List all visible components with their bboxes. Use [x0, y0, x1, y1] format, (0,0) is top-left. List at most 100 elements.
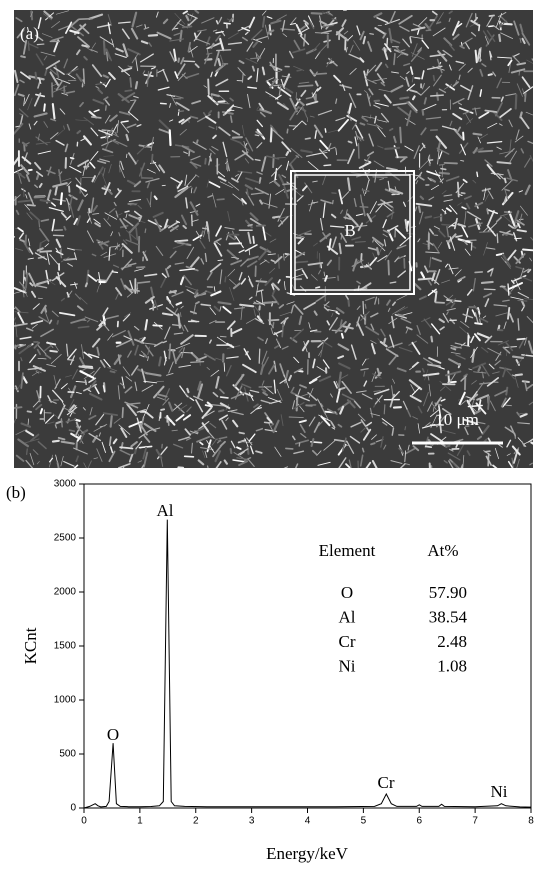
flake — [92, 117, 101, 118]
y-tick-label: 1000 — [54, 695, 77, 706]
flake — [122, 121, 129, 122]
flake — [41, 409, 42, 413]
flake — [419, 206, 420, 212]
flake — [187, 389, 188, 392]
x-tick-label: 6 — [416, 816, 422, 827]
y-tick-label: 2000 — [54, 587, 77, 598]
flake — [342, 334, 343, 338]
flake — [431, 337, 432, 342]
flake — [71, 158, 74, 159]
x-tick-label: 1 — [137, 816, 143, 827]
flake — [287, 129, 288, 133]
flake — [415, 78, 420, 79]
flake — [201, 304, 210, 305]
flake — [440, 173, 449, 174]
flake — [361, 266, 368, 267]
flake — [87, 271, 88, 282]
flake — [437, 93, 438, 100]
flake — [363, 301, 364, 313]
flake — [426, 446, 432, 447]
flake — [271, 260, 274, 261]
flake — [324, 165, 331, 166]
flake — [489, 74, 492, 75]
flake — [170, 130, 171, 145]
flake — [50, 351, 57, 352]
flake — [205, 159, 206, 164]
flake — [253, 237, 254, 243]
region-label: B — [344, 221, 355, 240]
flake — [219, 101, 225, 102]
flake — [525, 93, 526, 101]
flake — [78, 327, 88, 328]
flake — [231, 116, 232, 122]
flake — [178, 110, 179, 116]
peak-label: Cr — [378, 773, 395, 792]
flake — [253, 67, 254, 71]
flake — [516, 95, 517, 109]
table-value: 1.08 — [437, 656, 467, 675]
table-header: At% — [427, 541, 458, 560]
flake — [384, 405, 385, 414]
panel-label: (a) — [20, 24, 39, 43]
flake — [106, 106, 107, 110]
y-tick-label: 2500 — [54, 533, 77, 544]
flake — [482, 372, 483, 375]
flake — [208, 232, 209, 238]
peak-label: Al — [157, 501, 174, 520]
flake — [435, 291, 436, 301]
flake — [305, 138, 310, 139]
flake — [111, 371, 115, 372]
flake — [341, 236, 342, 239]
flake — [264, 302, 276, 303]
x-tick-label: 7 — [472, 816, 478, 827]
flake — [185, 456, 194, 457]
x-tick-label: 8 — [528, 816, 534, 827]
flake — [125, 90, 131, 91]
flake — [123, 467, 128, 473]
flake — [518, 319, 519, 330]
flake — [314, 73, 327, 74]
flake — [377, 248, 378, 254]
flake — [61, 419, 62, 427]
flake — [283, 183, 294, 184]
flake — [44, 104, 45, 111]
flake — [384, 339, 385, 344]
flake — [439, 164, 444, 165]
flake — [21, 56, 25, 57]
flake — [248, 225, 252, 226]
flake — [111, 416, 112, 426]
flake — [152, 155, 153, 163]
table-header: Element — [319, 541, 376, 560]
flake — [61, 193, 62, 204]
flake — [479, 151, 492, 152]
flake — [531, 443, 534, 445]
flake — [207, 53, 212, 54]
flake — [385, 148, 399, 149]
flake — [110, 437, 111, 445]
flake — [172, 430, 177, 431]
flake — [271, 127, 272, 142]
flake — [178, 58, 179, 61]
table-value: 57.90 — [429, 583, 467, 602]
flake — [520, 113, 521, 118]
y-tick-label: 500 — [59, 749, 76, 760]
flake — [270, 320, 279, 321]
flake — [442, 224, 452, 225]
flake — [208, 79, 209, 94]
flake — [255, 160, 260, 161]
flake — [98, 280, 106, 281]
peak-label: Ni — [491, 782, 508, 801]
flake — [126, 154, 127, 157]
flake — [242, 73, 243, 82]
flake — [500, 24, 511, 25]
x-tick-label: 5 — [361, 816, 367, 827]
flake — [130, 78, 131, 87]
flake — [55, 187, 56, 195]
flake — [169, 344, 170, 358]
flake — [478, 367, 480, 371]
flake — [394, 54, 395, 65]
flake — [532, 59, 539, 68]
flake — [433, 407, 434, 411]
flake — [349, 141, 352, 142]
flake — [217, 21, 218, 24]
